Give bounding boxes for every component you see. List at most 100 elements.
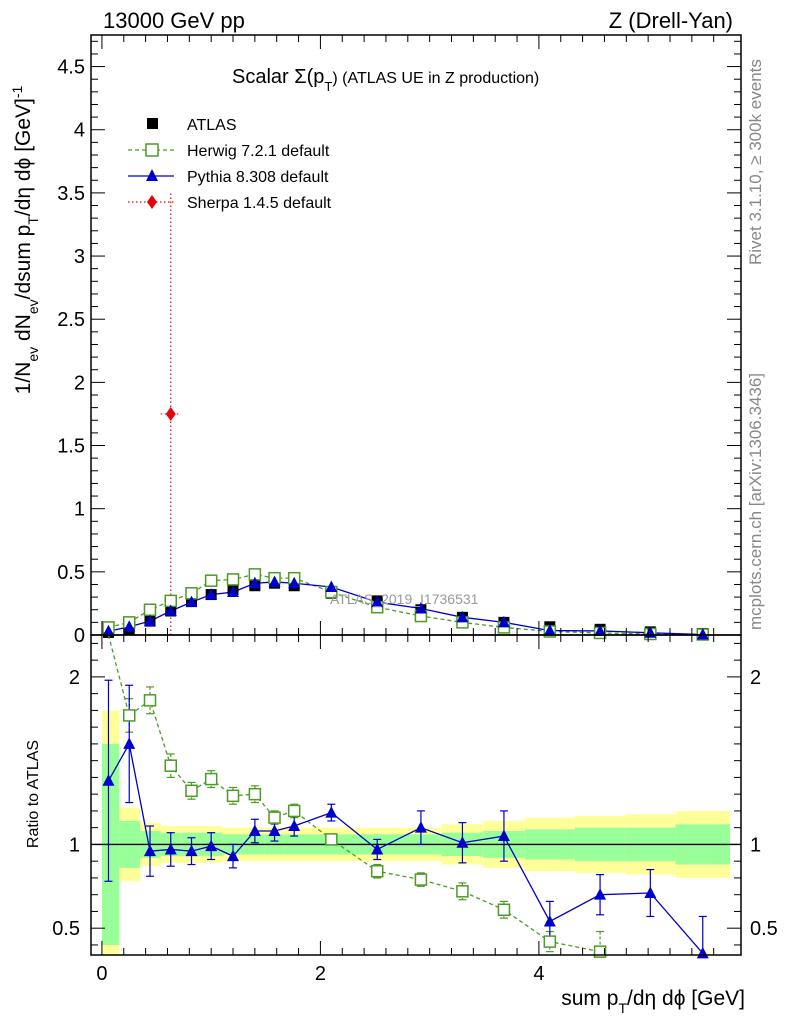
xlabel-sub: T: [618, 1000, 627, 1016]
ylabel-part: /dsum p: [12, 225, 35, 300]
data-point-pythia-8-308-default: [325, 580, 338, 592]
ratio-y-tick-label: 1: [69, 834, 80, 856]
ratio-point-pythia-8-308-default: [205, 839, 218, 852]
data-point-pythia-8-308-default: [594, 624, 607, 636]
y-tick-label: 3.5: [57, 183, 85, 205]
ylabel-part: /dη dϕ [GeV]: [12, 98, 35, 216]
ratio-point-herwig-7-2-1-default: [593, 945, 607, 958]
y-tick-label: 4: [74, 120, 85, 142]
ratio-point-pythia-8-308-default: [102, 774, 115, 786]
ratio-y-tick-label-right: 1: [750, 834, 761, 856]
ratio-point-pythia-8-308-default: [164, 842, 177, 855]
ratio-line-herwig-7-2-1-default: [107, 634, 601, 953]
data-point-herwig-7-2-1-default: [204, 574, 218, 587]
ratio-y-tick-label: 0.5: [52, 918, 80, 940]
y-tick-label: 1.5: [57, 436, 85, 458]
ratio-point-pythia-8-308-default: [185, 844, 198, 857]
data-point-herwig-7-2-1-default: [226, 573, 240, 586]
title-sub: T: [324, 79, 332, 94]
ratio-y-axis-label: Ratio to ATLAS: [25, 740, 42, 848]
ratio-point-pythia-8-308-default: [248, 824, 261, 837]
ratio-point-pythia-8-308-default: [268, 824, 281, 837]
y-tick-label: 4.5: [57, 57, 85, 79]
legend-sherpa-label: Sherpa 1.4.5 default: [187, 195, 332, 212]
ratio-panel: 0.5 0.5 1 1 2 2 0 2 4 Ratio to ATLAS sum pT/dη d…: [25, 634, 778, 1016]
legend-pythia-label: Pythia 8.308 default: [187, 169, 329, 186]
data-point-pythia-8-308-default: [227, 585, 240, 598]
ratio-point-pythia-8-308-default: [288, 819, 301, 831]
legend-atlas-marker: [147, 118, 158, 129]
ratio-point-herwig-7-2-1-default: [164, 759, 177, 772]
ratio-point-pythia-8-308-default: [123, 737, 136, 749]
energy-label: 13000 GeV pp: [103, 8, 245, 33]
ratio-point-pythia-8-308-default: [371, 842, 384, 855]
ratio-point-herwig-7-2-1-default: [185, 784, 198, 798]
ratio-point-pythia-8-308-default: [227, 849, 240, 862]
data-point-pythia-8-308-default: [143, 614, 156, 627]
main-y-axis-label: 1/Nev dNev/dsum pT/dη dϕ [GeV]-1: [9, 85, 41, 394]
ratio-point-herwig-7-2-1-default: [287, 804, 301, 818]
ratio-point-pythia-8-308-default: [644, 886, 657, 899]
ratio-point-herwig-7-2-1-default: [370, 864, 384, 878]
ratio-point-herwig-7-2-1-default: [143, 694, 157, 707]
ratio-point-herwig-7-2-1-default: [325, 833, 338, 846]
process-label: Z (Drell-Yan): [609, 8, 733, 33]
legend-sherpa-marker: [147, 195, 157, 209]
ratio-point-herwig-7-2-1-default: [204, 772, 218, 786]
ratio-point-pythia-8-308-default: [414, 821, 427, 833]
legend-pythia-marker: [146, 169, 158, 181]
ratio-point-herwig-7-2-1-default: [497, 903, 511, 917]
ratio-y-tick-label-right: 2: [750, 667, 761, 689]
ratio-y-tick-label-right: 0.5: [750, 918, 778, 940]
mcplots-label: mcplots.cern.ch [arXiv:1306.3436]: [746, 373, 765, 630]
ratio-point-herwig-7-2-1-default: [414, 873, 428, 886]
data-point-pythia-8-308-default: [414, 601, 427, 614]
ratio-point-herwig-7-2-1-default: [268, 811, 281, 824]
ratio-point-pythia-8-308-default: [456, 836, 469, 848]
title-post: ) (ATLAS UE in Z production): [332, 70, 539, 87]
main-panel: ATLAS_2019_I1736531 0 0.5 1 1.5 2 2.5 3 3.5 4 4.5…: [9, 34, 742, 647]
data-point-pythia-8-308-default: [456, 610, 469, 623]
ratio-point-herwig-7-2-1-default: [543, 935, 557, 948]
ylabel-part: dN: [12, 314, 35, 347]
legend-atlas-label: ATLAS: [187, 117, 237, 134]
legend-herwig-label: Herwig 7.2.1 default: [187, 143, 330, 160]
y-tick-label: 0.5: [57, 562, 85, 584]
data-point-pythia-8-308-default: [268, 575, 281, 587]
x-tick-label: 0: [96, 963, 107, 985]
xlabel-pre: sum p: [561, 987, 618, 1010]
data-point-pythia-8-308-default: [185, 595, 198, 608]
rivet-label: Rivet 3.1.10, ≥ 300k events: [746, 59, 765, 265]
plot-title: Scalar Σ(pT) (ATLAS UE in Z production): [232, 66, 539, 94]
data-point-sherpa-1-4-5-default: [165, 406, 176, 421]
data-point-pythia-8-308-default: [102, 624, 115, 637]
ratio-point-pythia-8-308-default: [497, 829, 510, 842]
analysis-watermark: ATLAS_2019_I1736531: [330, 591, 479, 607]
data-point-pythia-8-308-default: [248, 576, 261, 589]
legend: ATLAS Herwig 7.2.1 default Pythia 8.308 …: [128, 117, 332, 212]
ylabel-sub: ev: [25, 347, 41, 362]
xlabel-post: /dη dϕ [GeV]: [627, 987, 745, 1010]
ratio-point-pythia-8-308-default: [543, 914, 556, 927]
ylabel-part: 1/N: [12, 362, 35, 395]
data-point-pythia-8-308-default: [288, 576, 301, 589]
ratio-point-herwig-7-2-1-default: [122, 709, 136, 722]
ratio-plot-frame: [90, 634, 742, 956]
ratio-point-herwig-7-2-1-default: [456, 885, 469, 898]
ylabel-sub: ev: [25, 299, 41, 314]
y-tick-label: 0: [74, 625, 85, 647]
y-tick-label: 1: [74, 499, 85, 521]
data-point-pythia-8-308-default: [543, 624, 556, 636]
data-point-pythia-8-308-default: [696, 627, 709, 640]
data-point-pythia-8-308-default: [497, 615, 510, 628]
data-point-pythia-8-308-default: [205, 588, 218, 600]
data-point-pythia-8-308-default: [371, 595, 384, 608]
data-point-pythia-8-308-default: [164, 604, 177, 616]
y-tick-label: 2.5: [57, 309, 85, 331]
data-point-herwig-7-2-1-default: [143, 603, 157, 616]
x-axis-label: sum pT/dη dϕ [GeV]: [561, 987, 745, 1016]
ratio-y-tick-label: 2: [69, 667, 80, 689]
y-tick-label: 2: [74, 372, 85, 394]
ratio-point-pythia-8-308-default: [325, 806, 338, 818]
